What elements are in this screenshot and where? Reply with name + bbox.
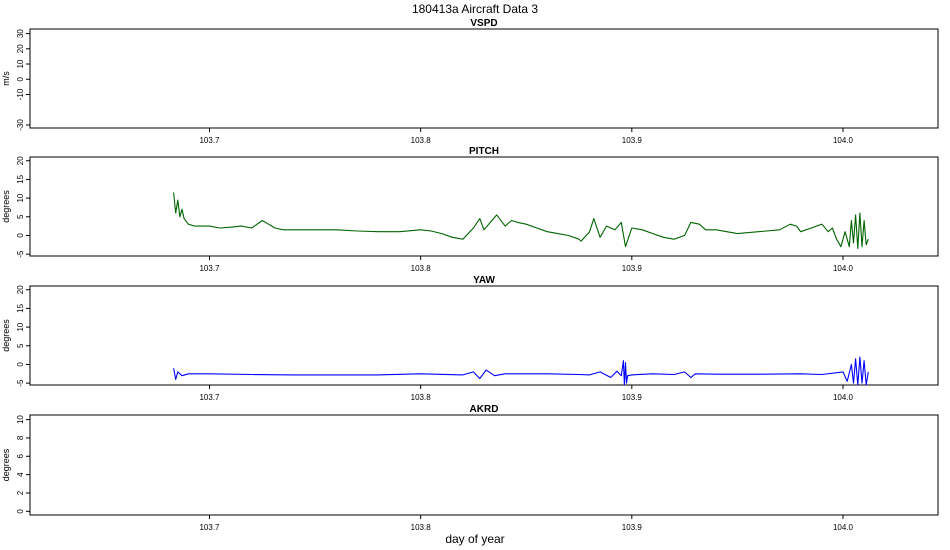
panel-yaw: YAW degrees -5 0 5 10 15 20 103.7 103.8 103.9 104.0 xyxy=(1,275,939,402)
panel-title-vspd: VSPD xyxy=(470,18,497,29)
y-tick-label-vspd: -30 xyxy=(16,119,25,131)
plot-frame-vspd xyxy=(29,28,939,129)
y-tick-label-pitch: -5 xyxy=(16,250,25,258)
x-tick-label-vspd: 103.9 xyxy=(622,136,643,145)
x-tick-label-vspd: 103.8 xyxy=(411,136,432,145)
y-tick-label-akrd: 10 xyxy=(16,415,25,424)
y-tick-label-akrd: 8 xyxy=(16,435,25,440)
plot-frame-pitch xyxy=(29,156,939,257)
y-tick-label-yaw: -5 xyxy=(16,379,25,387)
y-tick-label-yaw: 5 xyxy=(16,343,25,348)
x-tick-label-pitch: 103.9 xyxy=(622,264,643,273)
x-tick-label-yaw: 103.9 xyxy=(622,393,643,402)
panel-pitch: PITCH degrees -5 0 5 10 15 20 103.7 103.8 103.9 104… xyxy=(1,146,939,273)
y-tick-label-vspd: 30 xyxy=(16,29,25,38)
y-axis-label-vspd: m/s xyxy=(1,71,11,86)
x-tick-label-yaw: 103.7 xyxy=(199,393,220,402)
plot-frame-yaw xyxy=(29,285,939,386)
y-tick-label-pitch: 15 xyxy=(16,174,25,183)
x-tick-label-akrd: 103.8 xyxy=(411,523,432,532)
y-tick-label-pitch: 0 xyxy=(16,233,25,238)
x-tick-label-vspd: 104.0 xyxy=(833,136,854,145)
y-tick-label-vspd: -10 xyxy=(16,88,25,100)
y-tick-label-yaw: 20 xyxy=(16,285,25,294)
x-axis-label: day of year xyxy=(445,532,504,546)
figure-title: 180413a Aircraft Data 3 xyxy=(412,2,538,16)
y-tick-label-vspd: 20 xyxy=(16,44,25,53)
x-tick-label-akrd: 104.0 xyxy=(833,523,854,532)
y-tick-label-akrd: 2 xyxy=(16,490,25,495)
series-line-pitch xyxy=(173,192,869,250)
panel-title-yaw: YAW xyxy=(473,275,495,286)
y-tick-label-pitch: 5 xyxy=(16,214,25,219)
x-tick-label-vspd: 103.7 xyxy=(199,136,220,145)
plot-frame-akrd xyxy=(29,414,939,516)
y-tick-label-pitch: 20 xyxy=(16,156,25,165)
y-tick-label-yaw: 10 xyxy=(16,322,25,331)
y-tick-label-vspd: 10 xyxy=(16,59,25,68)
x-tick-label-pitch: 103.7 xyxy=(199,264,220,273)
x-tick-label-akrd: 103.7 xyxy=(199,523,220,532)
y-axis-label-yaw: degrees xyxy=(1,319,11,352)
y-tick-label-vspd: 0 xyxy=(16,76,25,81)
y-tick-label-akrd: 6 xyxy=(16,454,25,459)
x-tick-label-pitch: 103.8 xyxy=(411,264,432,273)
x-tick-label-pitch: 104.0 xyxy=(833,264,854,273)
y-axis-label-pitch: degrees xyxy=(1,190,11,223)
x-tick-label-yaw: 103.8 xyxy=(411,393,432,402)
y-tick-label-pitch: 10 xyxy=(16,193,25,202)
x-tick-label-akrd: 103.9 xyxy=(622,523,643,532)
panel-title-akrd: AKRD xyxy=(470,404,499,415)
y-tick-label-akrd: 4 xyxy=(16,472,25,477)
panel-title-pitch: PITCH xyxy=(469,146,499,157)
x-tick-label-yaw: 104.0 xyxy=(833,393,854,402)
panel-akrd: AKRD degrees 0 2 4 6 8 10 103.7 103.8 103.9 104.0 xyxy=(1,404,939,532)
series-line-yaw xyxy=(173,356,869,386)
y-tick-label-yaw: 0 xyxy=(16,362,25,367)
y-axis-label-akrd: degrees xyxy=(1,448,11,481)
panel-vspd: VSPD m/s -30 -10 0 10 20 30 103.7 103.8 103.9 104.0 xyxy=(1,18,939,145)
y-tick-label-akrd: 0 xyxy=(16,509,25,514)
y-tick-label-yaw: 15 xyxy=(16,303,25,312)
